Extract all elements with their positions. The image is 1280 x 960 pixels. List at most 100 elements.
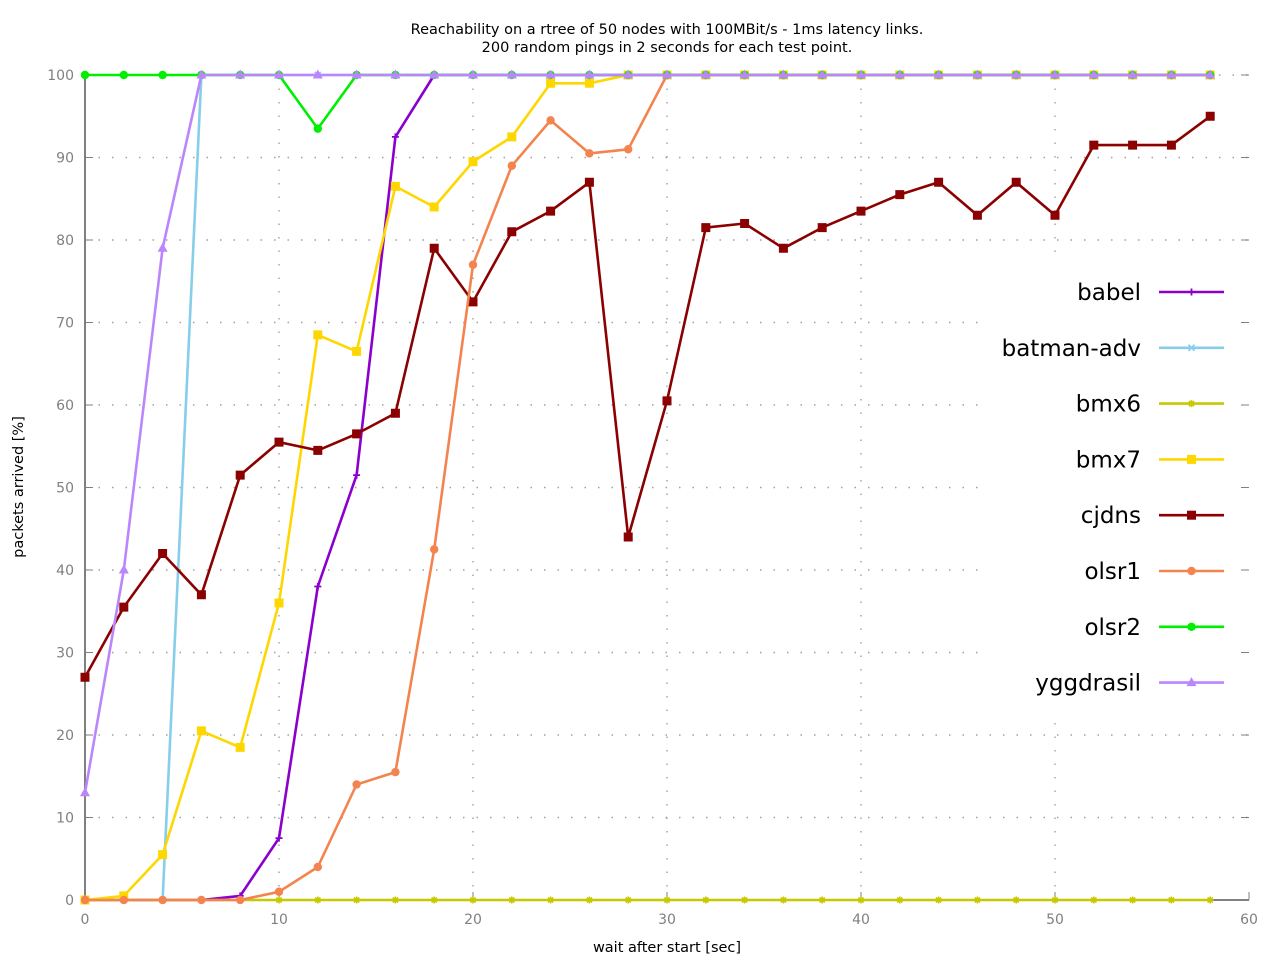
series-bmx6 xyxy=(81,896,1214,904)
data-point-cjdns xyxy=(934,177,944,187)
data-point-yggdrasil xyxy=(506,69,517,79)
data-point-yggdrasil xyxy=(1050,69,1060,79)
data-point-bmx7 xyxy=(468,157,478,167)
legend-swatch-marker xyxy=(1188,288,1195,296)
data-point-olsr1 xyxy=(468,260,478,269)
data-point-bmx7 xyxy=(352,346,362,356)
data-point-babel xyxy=(391,133,399,141)
x-axis-label: wait after start [sec] xyxy=(593,940,741,956)
chart-subtitle: 200 random pings in 2 seconds for each t… xyxy=(482,40,853,56)
data-point-olsr2 xyxy=(158,70,167,80)
data-point-yggdrasil xyxy=(1205,69,1216,79)
data-point-babel xyxy=(353,471,361,479)
x-tick-label: 20 xyxy=(464,912,482,928)
legend-background xyxy=(985,262,1248,712)
legend-label: babel xyxy=(1077,280,1141,306)
data-point-yggdrasil xyxy=(972,69,983,79)
y-axis-label: packets arrived [%] xyxy=(11,416,27,558)
data-point-yggdrasil xyxy=(584,69,595,79)
x-tick-label: 0 xyxy=(81,912,90,928)
data-point-cjdns xyxy=(507,227,517,237)
legend-entry-olsr2: olsr2 xyxy=(1084,615,1224,641)
data-point-yggdrasil xyxy=(235,69,246,79)
legend-label: bmx6 xyxy=(1076,392,1141,418)
legend-entry-batman-adv: batman-adv xyxy=(1002,336,1224,362)
legend-label: batman-adv xyxy=(1002,336,1141,362)
data-point-yggdrasil xyxy=(894,69,905,79)
data-point-cjdns xyxy=(196,590,206,600)
legend-swatch-marker xyxy=(1186,677,1197,687)
data-point-bmx6 xyxy=(1012,896,1020,904)
data-point-yggdrasil xyxy=(312,69,323,79)
data-point-olsr1 xyxy=(391,767,400,777)
legend-swatch-marker xyxy=(1188,400,1195,408)
legend-swatch-marker xyxy=(1187,344,1196,352)
series-line-yggdrasil xyxy=(83,73,1211,794)
data-point-bmx6 xyxy=(857,896,865,904)
data-point-cjdns xyxy=(817,223,827,233)
data-point-cjdns xyxy=(119,602,129,612)
data-point-cjdns xyxy=(1011,177,1021,187)
x-tick-label: 50 xyxy=(1046,912,1064,928)
series-lines xyxy=(80,69,1216,905)
data-point-bmx6 xyxy=(896,896,904,904)
data-point-bmx7 xyxy=(235,742,245,752)
data-point-bmx6 xyxy=(353,896,361,904)
data-point-bmx6 xyxy=(547,896,555,904)
grid xyxy=(85,74,1249,900)
data-point-yggdrasil xyxy=(700,69,711,79)
data-point-bmx6 xyxy=(585,896,593,904)
data-point-cjdns xyxy=(1166,140,1176,150)
legend-label: bmx7 xyxy=(1076,447,1141,473)
legend-entry-bmx6: bmx6 xyxy=(1076,392,1224,418)
data-point-yggdrasil xyxy=(1088,69,1099,79)
y-tick-label: 60 xyxy=(56,398,74,414)
data-point-bmx6 xyxy=(430,896,438,904)
data-point-cjdns xyxy=(390,408,400,418)
series-cjdns xyxy=(80,111,1215,682)
data-point-bmx6 xyxy=(391,896,399,904)
data-point-cjdns xyxy=(972,210,982,220)
data-point-cjdns xyxy=(80,672,90,682)
data-point-yggdrasil xyxy=(545,69,556,79)
data-point-bmx7 xyxy=(274,598,284,608)
data-point-cjdns xyxy=(1205,111,1215,121)
data-point-yggdrasil xyxy=(351,69,362,79)
data-point-cjdns xyxy=(1128,140,1138,150)
y-tick-label: 20 xyxy=(56,728,74,744)
data-point-cjdns xyxy=(584,177,594,187)
y-tick-label: 70 xyxy=(56,316,74,332)
data-point-yggdrasil xyxy=(274,69,284,79)
data-point-bmx7 xyxy=(196,726,206,736)
data-point-yggdrasil xyxy=(118,564,129,574)
x-tick-label: 40 xyxy=(852,912,870,928)
legend-label: yggdrasil xyxy=(1035,671,1141,697)
data-point-cjdns xyxy=(158,549,168,558)
data-point-bmx7 xyxy=(507,132,517,142)
data-point-yggdrasil xyxy=(739,69,750,79)
data-point-yggdrasil xyxy=(390,69,401,79)
data-point-olsr1 xyxy=(236,895,245,905)
data-point-olsr1 xyxy=(624,145,633,154)
legend-label: olsr1 xyxy=(1084,559,1141,585)
data-point-cjdns xyxy=(1050,210,1060,220)
data-point-cjdns xyxy=(895,190,905,200)
data-point-cjdns xyxy=(740,219,750,228)
data-point-cjdns xyxy=(623,532,633,542)
data-point-bmx6 xyxy=(818,896,826,904)
data-point-olsr2 xyxy=(80,70,90,80)
legend-swatch-marker xyxy=(1187,454,1196,464)
data-point-bmx6 xyxy=(935,896,943,904)
data-point-bmx6 xyxy=(702,896,710,904)
data-point-bmx6 xyxy=(1090,896,1098,904)
legend-entry-cjdns: cjdns xyxy=(1081,503,1224,529)
data-point-bmx7 xyxy=(546,78,556,88)
data-point-bmx6 xyxy=(1206,896,1214,904)
y-tick-label: 100 xyxy=(47,68,74,84)
legend-entry-olsr1: olsr1 xyxy=(1084,559,1224,585)
data-point-bmx6 xyxy=(469,896,477,904)
data-point-cjdns xyxy=(274,437,284,447)
data-point-bmx7 xyxy=(158,850,168,860)
data-point-olsr1 xyxy=(80,895,90,905)
